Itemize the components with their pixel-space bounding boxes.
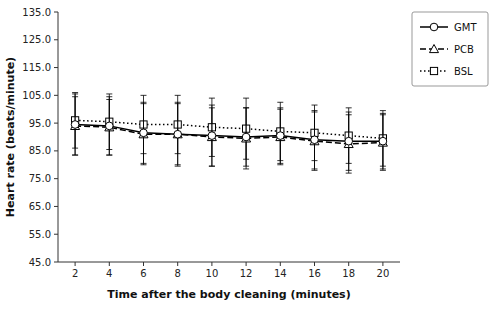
point	[310, 137, 319, 145]
x-tick-label: 12	[240, 268, 253, 279]
x-tick-label: 14	[274, 268, 287, 279]
x-tick-label: 8	[175, 268, 181, 279]
x-tick-label: 18	[342, 268, 355, 279]
y-tick-label: 95.0	[29, 118, 51, 129]
legend-marker	[430, 67, 437, 74]
x-tick	[314, 262, 315, 266]
legend-label: BSL	[454, 66, 473, 77]
axes: 2 4 6 8 10 12 14 16 18 20 45.0 55.0 65.0 75.0 85.0 95.0…	[22, 7, 400, 280]
error-bar	[243, 108, 249, 169]
series	[71, 94, 386, 170]
error-bar	[346, 112, 352, 170]
point	[71, 121, 79, 129]
y-tick-label: 85.0	[29, 145, 51, 156]
point	[379, 137, 387, 145]
error-bar	[141, 102, 147, 163]
point	[345, 137, 353, 145]
y-tick	[54, 123, 58, 124]
x-axis-label: Time after the body cleaning (minutes)	[107, 288, 350, 301]
point	[139, 130, 148, 138]
y-tick	[54, 234, 58, 235]
x-tick-label: 16	[308, 268, 321, 279]
y-tick-label: 45.0	[29, 257, 51, 268]
x-tick	[280, 262, 281, 266]
legend-label: GMT	[454, 22, 477, 33]
point	[242, 134, 251, 142]
point	[105, 123, 114, 131]
y-tick-label: 75.0	[29, 173, 51, 184]
series	[71, 97, 388, 173]
x-tick	[177, 262, 178, 266]
y-tick	[54, 206, 58, 207]
x-tick	[75, 262, 76, 266]
y-axis-line	[58, 12, 59, 262]
point	[276, 132, 284, 140]
point	[105, 122, 113, 130]
point	[173, 130, 182, 138]
y-tick	[54, 67, 58, 68]
x-tick-label: 6	[140, 268, 146, 279]
x-tick	[211, 262, 212, 266]
error-bar	[312, 111, 318, 169]
legend-box	[412, 12, 488, 86]
x-tick-label: 10	[206, 268, 219, 279]
x-tick	[143, 262, 144, 266]
error-bar	[380, 113, 386, 169]
point	[71, 121, 80, 129]
y-tick	[54, 262, 58, 263]
y-tick	[54, 150, 58, 151]
y-tick-label: 115.0	[22, 62, 51, 73]
legend: GMT PCB BSL	[412, 12, 488, 86]
x-tick-label: 2	[72, 268, 78, 279]
x-tick-label: 4	[106, 268, 112, 279]
y-tick-label: 55.0	[29, 229, 51, 240]
legend-marker	[430, 23, 438, 31]
series-line	[75, 125, 383, 142]
error-bar	[243, 108, 249, 166]
y-tick	[54, 39, 58, 40]
chart: 2 4 6 8 10 12 14 16 18 20 45.0 55.0 65.0 75.0 85.0 95.0…	[0, 0, 500, 316]
y-tick	[54, 178, 58, 179]
point	[174, 130, 182, 138]
error-bar	[175, 102, 181, 166]
point	[207, 133, 216, 141]
x-tick	[246, 262, 247, 266]
x-tick	[109, 262, 110, 266]
point	[208, 132, 216, 140]
y-tick	[54, 12, 58, 13]
y-tick-label: 125.0	[22, 34, 51, 45]
y-axis-label: Heart rate (beats/minute)	[4, 57, 17, 217]
legend-marker	[430, 45, 439, 53]
point	[378, 138, 387, 146]
error-bar	[209, 105, 215, 166]
series	[72, 93, 387, 167]
point	[276, 133, 285, 141]
point	[242, 133, 250, 141]
error-bar	[106, 97, 112, 155]
legend-label: PCB	[454, 44, 474, 55]
plot-area	[71, 93, 388, 174]
error-bar	[277, 108, 283, 164]
y-tick	[54, 95, 58, 96]
y-tick-label: 65.0	[29, 201, 51, 212]
x-tick	[348, 262, 349, 266]
x-tick-label: 20	[377, 268, 390, 279]
x-tick	[382, 262, 383, 266]
y-tick-label: 135.0	[22, 7, 51, 18]
y-tick-label: 105.0	[22, 90, 51, 101]
point	[140, 129, 148, 137]
point	[311, 136, 319, 144]
error-bar	[72, 94, 78, 155]
